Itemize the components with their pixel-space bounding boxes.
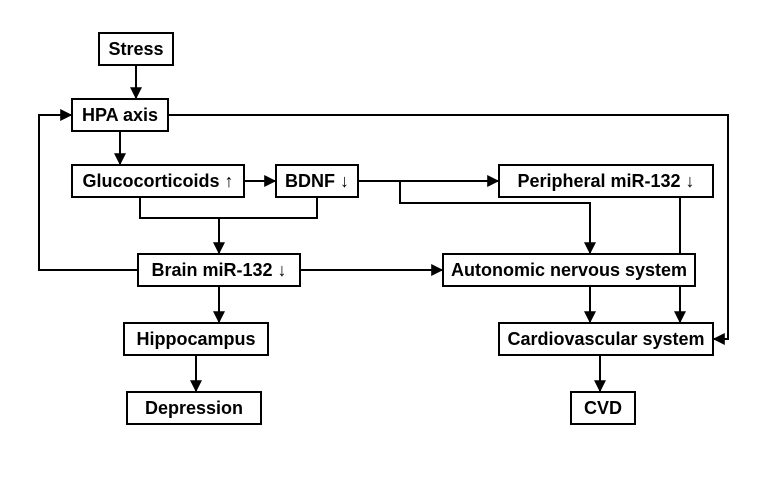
node-pmir: Peripheral miR-132 ↓: [498, 164, 714, 198]
node-cvd: CVD: [570, 391, 636, 425]
edge-e4: [140, 198, 219, 253]
node-dep: Depression: [126, 391, 262, 425]
node-label-pmir: Peripheral miR-132 ↓: [517, 171, 694, 192]
edge-e5: [219, 198, 317, 218]
node-hpa: HPA axis: [71, 98, 169, 132]
node-label-ans: Autonomic nervous system: [451, 260, 687, 281]
edge-e15: [169, 115, 728, 339]
node-label-cvd: CVD: [584, 398, 622, 419]
node-bmir: Brain miR-132 ↓: [137, 253, 301, 287]
edges-layer: [0, 0, 760, 500]
node-hippo: Hippocampus: [123, 322, 269, 356]
node-stress: Stress: [98, 32, 174, 66]
node-label-bdnf: BDNF ↓: [285, 171, 349, 192]
node-label-gluco: Glucocorticoids ↑: [82, 171, 233, 192]
node-label-cvs: Cardiovascular system: [507, 329, 704, 350]
node-label-bmir: Brain miR-132 ↓: [151, 260, 286, 281]
node-gluco: Glucocorticoids ↑: [71, 164, 245, 198]
node-ans: Autonomic nervous system: [442, 253, 696, 287]
node-bdnf: BDNF ↓: [275, 164, 359, 198]
flowchart-canvas: Stress HPA axis Glucocorticoids ↑ BDNF ↓ Per…: [0, 0, 760, 500]
node-label-hpa: HPA axis: [82, 105, 158, 126]
node-label-dep: Depression: [145, 398, 243, 419]
edge-e11: [400, 181, 498, 203]
node-cvs: Cardiovascular system: [498, 322, 714, 356]
node-label-hippo: Hippocampus: [136, 329, 255, 350]
node-label-stress: Stress: [108, 39, 163, 60]
